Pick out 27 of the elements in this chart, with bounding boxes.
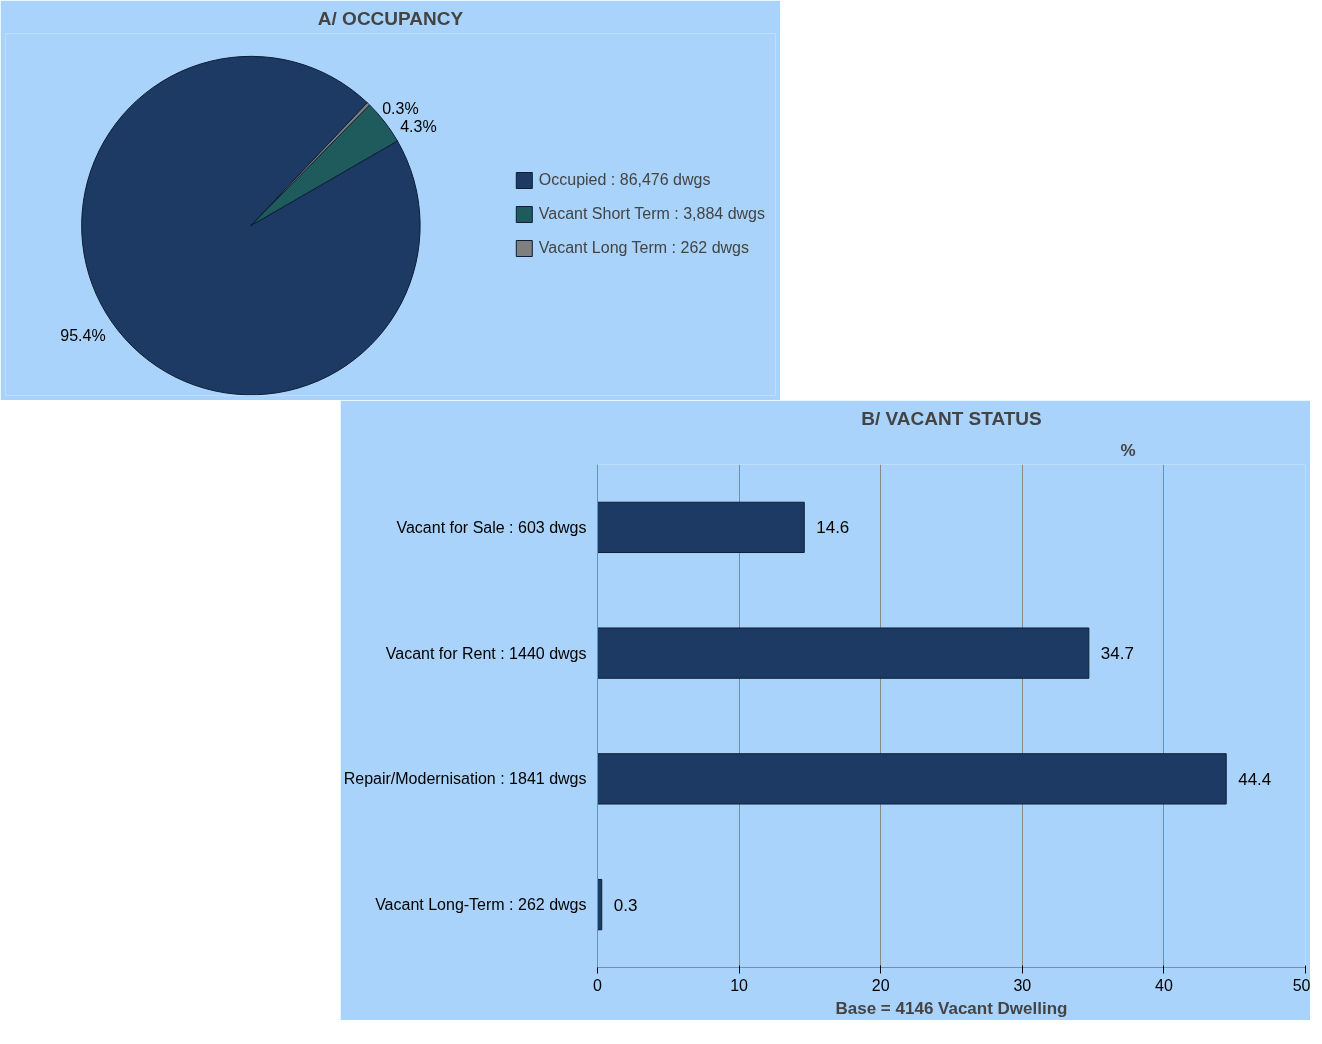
- data-label: 0.3%: [382, 100, 419, 118]
- data-label: 14.6: [816, 518, 850, 538]
- x-tick-label: 10: [730, 976, 749, 994]
- x-tick-label: 50: [1292, 976, 1311, 994]
- legend-label: Vacant Short Term : 3,884 dwgs: [538, 205, 765, 223]
- bar: [597, 627, 1090, 679]
- text: %: [1120, 440, 1136, 460]
- y-tick-label: Vacant for Rent : 1440 dwgs: [385, 644, 587, 662]
- y-tick-label: Vacant for Sale : 603 dwgs: [396, 518, 587, 536]
- data-label: 4.3%: [400, 117, 437, 135]
- data-label: 34.7: [1100, 644, 1134, 664]
- data-label: 0.3: [613, 895, 638, 915]
- legend-label: Occupied : 86,476 dwgs: [538, 171, 711, 189]
- x-tick-label: 20: [871, 976, 890, 994]
- x-tick-label: 0: [593, 976, 603, 994]
- x-tick-label: 30: [1013, 976, 1032, 994]
- bar: [597, 501, 805, 554]
- x-tick-label: 40: [1155, 976, 1173, 994]
- x-axis-title: Base = 4146 Vacant Dwelling: [835, 998, 1068, 1018]
- data-label: 44.4: [1238, 769, 1272, 789]
- y-tick-label: Vacant Long-Term : 262 dwgs: [375, 896, 587, 914]
- bar: [597, 753, 1227, 805]
- chart-title: B/ VACANT STATUS: [861, 407, 1042, 429]
- chart-title: A/ OCCUPANCY: [317, 7, 464, 29]
- legend-label: Vacant Long Term : 262 dwgs: [538, 239, 749, 257]
- y-tick-label: Repair/Modernisation : 1841 dwgs: [343, 770, 587, 788]
- data-label: 95.4%: [60, 326, 106, 344]
